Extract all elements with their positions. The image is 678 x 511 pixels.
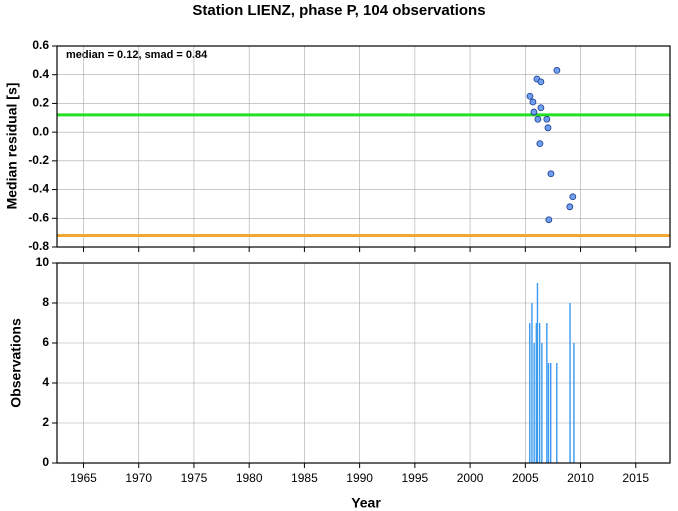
chart-title: Station LIENZ, phase P, 104 observations [192,2,485,19]
x-tick-label: 2000 [457,471,484,485]
x-axis-label: Year [351,495,381,511]
y-tick-label: 10 [36,255,50,269]
x-tick-label: 2005 [512,471,539,485]
data-point [569,193,577,201]
bar [550,363,552,463]
y-tick-label: 0.0 [32,124,49,138]
x-tick-label: 1970 [125,471,152,485]
data-point [544,124,552,132]
bar [541,343,543,463]
bar [533,343,535,463]
bar [535,323,538,463]
data-point [537,104,545,112]
y-axis-label: Median residual [s] [4,83,20,210]
bar [531,303,533,463]
x-tick-label: 1990 [346,471,373,485]
data-point [566,203,574,211]
data-point [543,115,551,123]
bar [556,363,558,463]
data-point [534,115,542,123]
bar [569,303,571,463]
y-tick-label: 6 [42,335,49,349]
data-point [545,216,553,224]
x-tick-label: 2010 [567,471,594,485]
x-tick-label: 1985 [291,471,318,485]
x-tick-label: 1975 [181,471,208,485]
y-tick-label: -0.6 [28,210,49,224]
bar [547,363,550,463]
plot-frame [56,262,671,464]
y-tick-label: 0.6 [32,38,49,52]
y-tick-label: 0.4 [32,67,49,81]
plot-frame [56,45,671,248]
annotation: median = 0.12, smad = 0.84 [66,49,208,61]
x-tick-label: 1995 [402,471,429,485]
data-point [553,67,561,74]
data-point [537,78,545,86]
bar [538,323,541,463]
y-tick-label: 0.2 [32,96,49,110]
y-tick-label: -0.8 [28,239,49,253]
bar [529,323,531,463]
bar [546,323,548,463]
y-tick-label: 4 [42,375,49,389]
x-tick-label: 2015 [622,471,649,485]
y-tick-label: 2 [42,415,49,429]
bar [573,343,575,463]
data-point [529,98,537,106]
y-tick-label: -0.4 [28,182,49,196]
y-tick-label: -0.2 [28,153,49,167]
bar [536,283,539,463]
y-axis-label: Observations [8,318,24,408]
data-point [530,108,538,116]
data-point [526,92,534,100]
data-point [536,140,544,148]
data-point [547,170,555,178]
x-tick-label: 1980 [236,471,263,485]
y-tick-label: 0 [42,455,49,469]
y-tick-label: 8 [42,295,49,309]
x-tick-label: 1965 [70,471,97,485]
